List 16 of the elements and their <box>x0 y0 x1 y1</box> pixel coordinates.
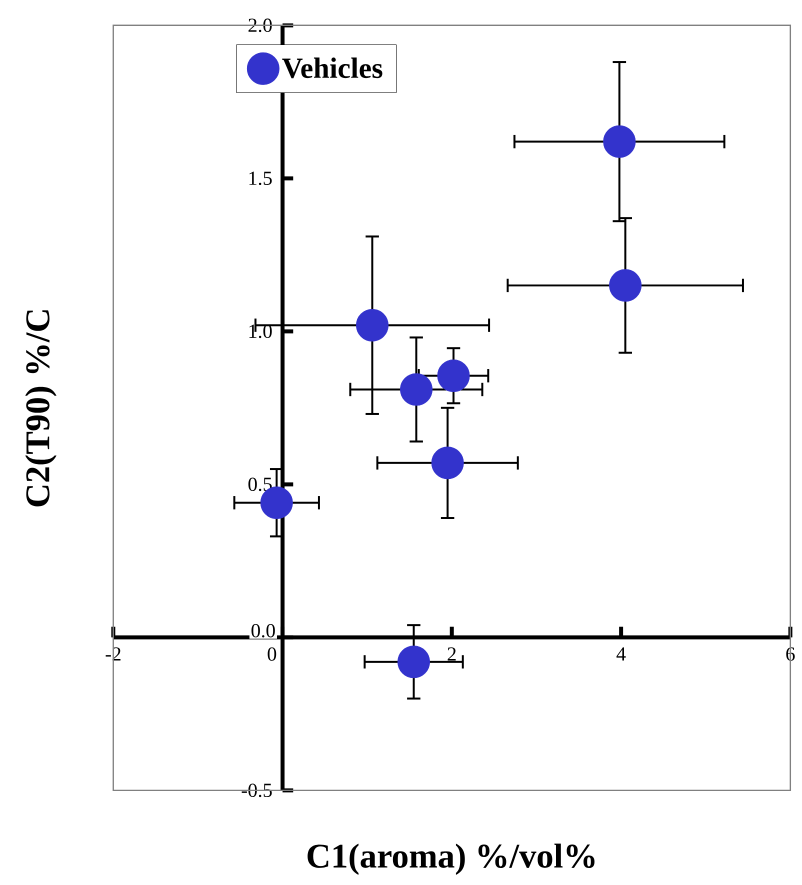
legend-label: Vehicles <box>282 58 382 78</box>
x-tick-label: 6 <box>786 647 795 661</box>
x-tick-label: 2 <box>448 647 456 661</box>
y-tick-label: 1.5 <box>249 172 272 186</box>
point <box>356 308 388 342</box>
y-axis-title: C2(T90) %/C <box>25 310 56 506</box>
y-tick-label: 0.0 <box>251 624 275 638</box>
point <box>602 125 636 158</box>
point <box>437 359 470 392</box>
x-tick-label: 4 <box>616 647 626 660</box>
point <box>397 646 430 678</box>
point <box>608 269 642 302</box>
point <box>400 373 432 406</box>
x-axis-title: C1(aroma) %/vol% <box>307 844 594 875</box>
x-tick-label: 0 <box>268 647 276 661</box>
point <box>431 446 464 480</box>
